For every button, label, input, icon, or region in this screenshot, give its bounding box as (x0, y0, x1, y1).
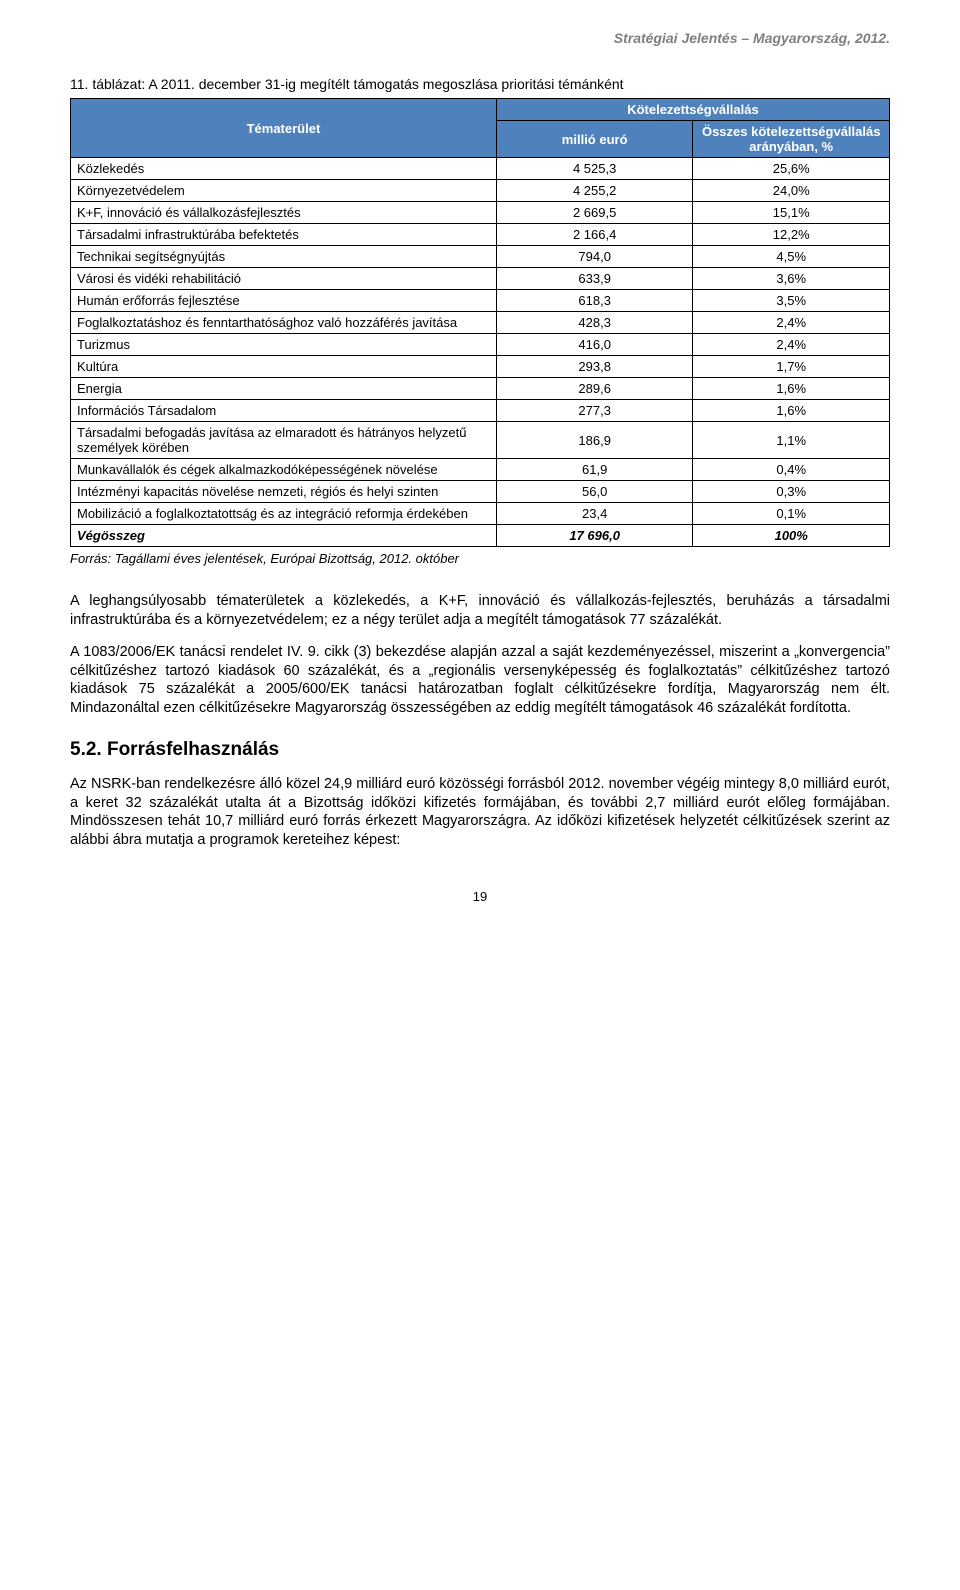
cell-topic: Közlekedés (71, 158, 497, 180)
cell-topic: Energia (71, 378, 497, 400)
table-row: Mobilizáció a foglalkoztatottság és az i… (71, 503, 890, 525)
cell-value: 56,0 (496, 481, 693, 503)
cell-percent: 0,4% (693, 459, 890, 481)
cell-value: 2 166,4 (496, 224, 693, 246)
table-row: Energia289,61,6% (71, 378, 890, 400)
table-total-row: Végösszeg17 696,0100% (71, 525, 890, 547)
cell-percent: 2,4% (693, 312, 890, 334)
paragraph-1: A leghangsúlyosabb tématerületek a közle… (70, 592, 890, 629)
cell-percent: 4,5% (693, 246, 890, 268)
table-row: Társadalmi infrastruktúrába befektetés2 … (71, 224, 890, 246)
cell-percent: 1,7% (693, 356, 890, 378)
cell-value: 633,9 (496, 268, 693, 290)
cell-percent: 1,6% (693, 400, 890, 422)
cell-percent: 3,5% (693, 290, 890, 312)
table-row: Foglalkoztatáshoz és fenntarthatósághoz … (71, 312, 890, 334)
cell-percent: 1,1% (693, 422, 890, 459)
cell-percent: 0,1% (693, 503, 890, 525)
cell-value: 23,4 (496, 503, 693, 525)
col-header-group: Kötelezettségvállalás (496, 99, 889, 121)
table-row: Kultúra293,81,7% (71, 356, 890, 378)
cell-value: 277,3 (496, 400, 693, 422)
cell-topic: Kultúra (71, 356, 497, 378)
paragraph-3: Az NSRK-ban rendelkezésre álló közel 24,… (70, 775, 890, 849)
cell-total-label: Végösszeg (71, 525, 497, 547)
cell-topic: Városi és vidéki rehabilitáció (71, 268, 497, 290)
cell-value: 293,8 (496, 356, 693, 378)
col-header-percent: Összes kötelezettségvállalás arányában, … (693, 121, 890, 158)
table-row: Társadalmi befogadás javítása az elmarad… (71, 422, 890, 459)
cell-topic: Információs Társadalom (71, 400, 497, 422)
table-row: Turizmus416,02,4% (71, 334, 890, 356)
cell-percent: 24,0% (693, 180, 890, 202)
table-caption: 11. táblázat: A 2011. december 31-ig meg… (70, 76, 890, 92)
cell-percent: 1,6% (693, 378, 890, 400)
cell-topic: Humán erőforrás fejlesztése (71, 290, 497, 312)
table-row: Intézményi kapacitás növelése nemzeti, r… (71, 481, 890, 503)
cell-value: 61,9 (496, 459, 693, 481)
table-header-row-1: Tématerület Kötelezettségvállalás (71, 99, 890, 121)
cell-topic: K+F, innováció és vállalkozásfejlesztés (71, 202, 497, 224)
cell-value: 4 525,3 (496, 158, 693, 180)
cell-percent: 3,6% (693, 268, 890, 290)
cell-topic: Társadalmi infrastruktúrába befektetés (71, 224, 497, 246)
section-heading: 5.2. Forrásfelhasználás (70, 739, 890, 761)
col-header-topic: Tématerület (71, 99, 497, 158)
cell-value: 4 255,2 (496, 180, 693, 202)
col-header-millio: millió euró (496, 121, 693, 158)
cell-value: 416,0 (496, 334, 693, 356)
cell-percent: 0,3% (693, 481, 890, 503)
cell-value: 289,6 (496, 378, 693, 400)
table-row: Humán erőforrás fejlesztése618,33,5% (71, 290, 890, 312)
table-row: Munkavállalók és cégek alkalmazkodóképes… (71, 459, 890, 481)
table-row: Közlekedés4 525,325,6% (71, 158, 890, 180)
cell-topic: Foglalkoztatáshoz és fenntarthatósághoz … (71, 312, 497, 334)
running-header: Stratégiai Jelentés – Magyarország, 2012… (70, 30, 890, 46)
cell-topic: Turizmus (71, 334, 497, 356)
cell-value: 794,0 (496, 246, 693, 268)
table-row: K+F, innováció és vállalkozásfejlesztés2… (71, 202, 890, 224)
cell-topic: Társadalmi befogadás javítása az elmarad… (71, 422, 497, 459)
table-row: Technikai segítségnyújtás794,04,5% (71, 246, 890, 268)
page-number: 19 (70, 889, 890, 904)
cell-percent: 25,6% (693, 158, 890, 180)
cell-percent: 15,1% (693, 202, 890, 224)
paragraph-2: A 1083/2006/EK tanácsi rendelet IV. 9. c… (70, 643, 890, 717)
cell-value: 2 669,5 (496, 202, 693, 224)
cell-percent: 2,4% (693, 334, 890, 356)
cell-topic: Környezetvédelem (71, 180, 497, 202)
cell-value: 428,3 (496, 312, 693, 334)
cell-total-percent: 100% (693, 525, 890, 547)
table-row: Városi és vidéki rehabilitáció633,93,6% (71, 268, 890, 290)
cell-percent: 12,2% (693, 224, 890, 246)
cell-value: 186,9 (496, 422, 693, 459)
table-row: Információs Társadalom277,31,6% (71, 400, 890, 422)
source-line: Forrás: Tagállami éves jelentések, Európ… (70, 551, 890, 566)
data-table: Tématerület Kötelezettségvállalás millió… (70, 98, 890, 547)
cell-total-value: 17 696,0 (496, 525, 693, 547)
cell-topic: Intézményi kapacitás növelése nemzeti, r… (71, 481, 497, 503)
cell-topic: Mobilizáció a foglalkoztatottság és az i… (71, 503, 497, 525)
cell-topic: Technikai segítségnyújtás (71, 246, 497, 268)
cell-topic: Munkavállalók és cégek alkalmazkodóképes… (71, 459, 497, 481)
cell-value: 618,3 (496, 290, 693, 312)
table-row: Környezetvédelem4 255,224,0% (71, 180, 890, 202)
